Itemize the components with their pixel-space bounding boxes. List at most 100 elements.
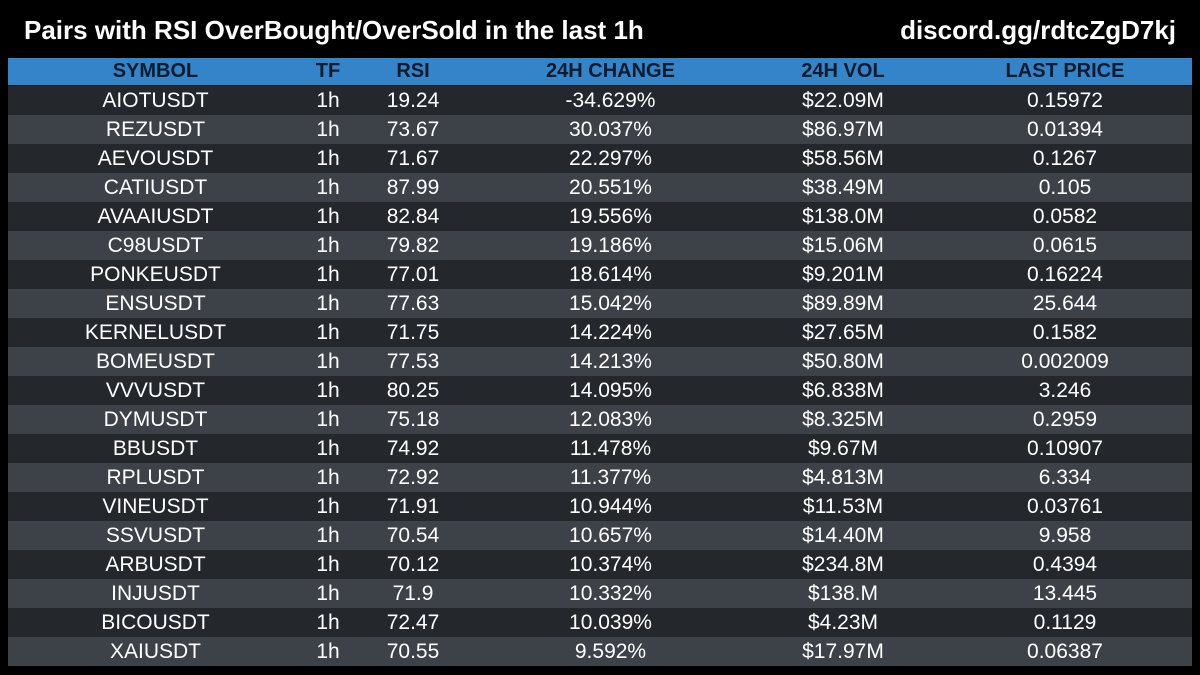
rsi-cell: 80.25 bbox=[353, 376, 473, 405]
price-cell: 0.03761 bbox=[938, 492, 1192, 521]
price-cell: 9.958 bbox=[938, 521, 1192, 550]
table-row[interactable]: ARBUSDT 1h 70.12 10.374% $234.8M 0.4394 bbox=[8, 550, 1192, 579]
table-row[interactable]: AVAAIUSDT 1h 82.84 19.556% $138.0M 0.0582 bbox=[8, 202, 1192, 231]
tf-cell: 1h bbox=[303, 144, 353, 173]
rsi-cell: 75.18 bbox=[353, 405, 473, 434]
table-header-row: SYMBOL TF RSI 24H CHANGE 24H VOL LAST PR… bbox=[8, 58, 1192, 86]
table-row[interactable]: REZUSDT 1h 73.67 30.037% $86.97M 0.01394 bbox=[8, 115, 1192, 144]
rsi-cell: 71.9 bbox=[353, 579, 473, 608]
price-cell: 0.16224 bbox=[938, 260, 1192, 289]
symbol-cell: DYMUSDT bbox=[8, 405, 303, 434]
table-row[interactable]: ENSUSDT 1h 77.63 15.042% $89.89M 25.644 bbox=[8, 289, 1192, 318]
symbol-cell: AVAAIUSDT bbox=[8, 202, 303, 231]
volume-cell: $86.97M bbox=[748, 115, 938, 144]
rsi-cell: 77.53 bbox=[353, 347, 473, 376]
symbol-cell: C98USDT bbox=[8, 231, 303, 260]
rsi-cell: 73.67 bbox=[353, 115, 473, 144]
symbol-cell: KERNELUSDT bbox=[8, 318, 303, 347]
table-row[interactable]: KERNELUSDT 1h 71.75 14.224% $27.65M 0.1582 bbox=[8, 318, 1192, 347]
volume-cell: $89.89M bbox=[748, 289, 938, 318]
table-row[interactable]: BOMEUSDT 1h 77.53 14.213% $50.80M 0.002009 bbox=[8, 347, 1192, 376]
price-cell: 13.445 bbox=[938, 579, 1192, 608]
price-cell: 0.0582 bbox=[938, 202, 1192, 231]
change-cell: 10.039% bbox=[473, 608, 748, 637]
change-cell: 10.944% bbox=[473, 492, 748, 521]
change-cell: 30.037% bbox=[473, 115, 748, 144]
tf-cell: 1h bbox=[303, 231, 353, 260]
tf-cell: 1h bbox=[303, 347, 353, 376]
tf-cell: 1h bbox=[303, 289, 353, 318]
column-header-24h-change[interactable]: 24H CHANGE bbox=[473, 58, 748, 86]
column-header-24h-vol[interactable]: 24H VOL bbox=[748, 58, 938, 86]
table-row[interactable]: DYMUSDT 1h 75.18 12.083% $8.325M 0.2959 bbox=[8, 405, 1192, 434]
table-row[interactable]: C98USDT 1h 79.82 19.186% $15.06M 0.0615 bbox=[8, 231, 1192, 260]
symbol-cell: PONKEUSDT bbox=[8, 260, 303, 289]
rsi-cell: 77.01 bbox=[353, 260, 473, 289]
price-cell: 0.0615 bbox=[938, 231, 1192, 260]
tf-cell: 1h bbox=[303, 260, 353, 289]
table-row[interactable]: INJUSDT 1h 71.9 10.332% $138.M 13.445 bbox=[8, 579, 1192, 608]
column-header-tf[interactable]: TF bbox=[303, 58, 353, 86]
change-cell: 11.377% bbox=[473, 463, 748, 492]
volume-cell: $234.8M bbox=[748, 550, 938, 579]
column-header-symbol[interactable]: SYMBOL bbox=[8, 58, 303, 86]
table-row[interactable]: BICOUSDT 1h 72.47 10.039% $4.23M 0.1129 bbox=[8, 608, 1192, 637]
change-cell: 14.213% bbox=[473, 347, 748, 376]
table-row[interactable]: RPLUSDT 1h 72.92 11.377% $4.813M 6.334 bbox=[8, 463, 1192, 492]
symbol-cell: RPLUSDT bbox=[8, 463, 303, 492]
tf-cell: 1h bbox=[303, 637, 353, 666]
table-row[interactable]: CATIUSDT 1h 87.99 20.551% $38.49M 0.105 bbox=[8, 173, 1192, 202]
change-cell: 9.592% bbox=[473, 637, 748, 666]
table-row[interactable]: XAIUSDT 1h 70.55 9.592% $17.97M 0.06387 bbox=[8, 637, 1192, 666]
tf-cell: 1h bbox=[303, 376, 353, 405]
symbol-cell: INJUSDT bbox=[8, 579, 303, 608]
change-cell: 12.083% bbox=[473, 405, 748, 434]
price-cell: 25.644 bbox=[938, 289, 1192, 318]
change-cell: 14.095% bbox=[473, 376, 748, 405]
rsi-cell: 70.12 bbox=[353, 550, 473, 579]
volume-cell: $4.23M bbox=[748, 608, 938, 637]
price-cell: 0.15972 bbox=[938, 85, 1192, 115]
table-row[interactable]: AIOTUSDT 1h 19.24 -34.629% $22.09M 0.15972 bbox=[8, 85, 1192, 115]
column-header-rsi[interactable]: RSI bbox=[353, 58, 473, 86]
table-row[interactable]: BBUSDT 1h 74.92 11.478% $9.67M 0.10907 bbox=[8, 434, 1192, 463]
price-cell: 0.06387 bbox=[938, 637, 1192, 666]
volume-cell: $50.80M bbox=[748, 347, 938, 376]
tf-cell: 1h bbox=[303, 318, 353, 347]
tf-cell: 1h bbox=[303, 492, 353, 521]
tf-cell: 1h bbox=[303, 608, 353, 637]
change-cell: 10.374% bbox=[473, 550, 748, 579]
table-row[interactable]: VINEUSDT 1h 71.91 10.944% $11.53M 0.03761 bbox=[8, 492, 1192, 521]
table-body: AIOTUSDT 1h 19.24 -34.629% $22.09M 0.15972 REZ… bbox=[8, 85, 1192, 666]
table-row[interactable]: AEVOUSDT 1h 71.67 22.297% $58.56M 0.1267 bbox=[8, 144, 1192, 173]
table-row[interactable]: PONKEUSDT 1h 77.01 18.614% $9.201M 0.16224 bbox=[8, 260, 1192, 289]
price-cell: 0.10907 bbox=[938, 434, 1192, 463]
volume-cell: $17.97M bbox=[748, 637, 938, 666]
volume-cell: $8.325M bbox=[748, 405, 938, 434]
change-cell: 11.478% bbox=[473, 434, 748, 463]
change-cell: 15.042% bbox=[473, 289, 748, 318]
column-header-last-price[interactable]: LAST PRICE bbox=[938, 58, 1192, 86]
price-cell: 0.4394 bbox=[938, 550, 1192, 579]
change-cell: 19.186% bbox=[473, 231, 748, 260]
table-row[interactable]: VVVUSDT 1h 80.25 14.095% $6.838M 3.246 bbox=[8, 376, 1192, 405]
volume-cell: $14.40M bbox=[748, 521, 938, 550]
rsi-table-container: SYMBOL TF RSI 24H CHANGE 24H VOL LAST PR… bbox=[8, 58, 1192, 675]
table-row[interactable]: SSVUSDT 1h 70.54 10.657% $14.40M 9.958 bbox=[8, 521, 1192, 550]
discord-link[interactable]: discord.gg/rdtcZgD7kj bbox=[900, 15, 1176, 45]
change-cell: 19.556% bbox=[473, 202, 748, 231]
tf-cell: 1h bbox=[303, 434, 353, 463]
symbol-cell: BOMEUSDT bbox=[8, 347, 303, 376]
tf-cell: 1h bbox=[303, 115, 353, 144]
rsi-cell: 70.55 bbox=[353, 637, 473, 666]
rsi-cell: 74.92 bbox=[353, 434, 473, 463]
price-cell: 0.01394 bbox=[938, 115, 1192, 144]
price-cell: 0.105 bbox=[938, 173, 1192, 202]
symbol-cell: CATIUSDT bbox=[8, 173, 303, 202]
tf-cell: 1h bbox=[303, 173, 353, 202]
change-cell: 10.657% bbox=[473, 521, 748, 550]
symbol-cell: AIOTUSDT bbox=[8, 85, 303, 115]
rsi-cell: 71.67 bbox=[353, 144, 473, 173]
rsi-cell: 70.54 bbox=[353, 521, 473, 550]
tf-cell: 1h bbox=[303, 202, 353, 231]
